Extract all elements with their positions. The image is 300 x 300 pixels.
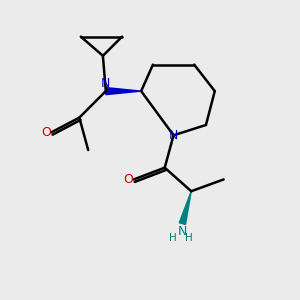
Text: N: N [101,76,110,90]
Text: H: H [185,233,193,243]
Polygon shape [106,88,141,94]
Polygon shape [179,191,191,224]
Text: O: O [41,126,51,140]
Text: N: N [169,129,178,142]
Text: H: H [169,233,177,243]
Text: N: N [178,225,187,238]
Text: O: O [124,173,134,186]
